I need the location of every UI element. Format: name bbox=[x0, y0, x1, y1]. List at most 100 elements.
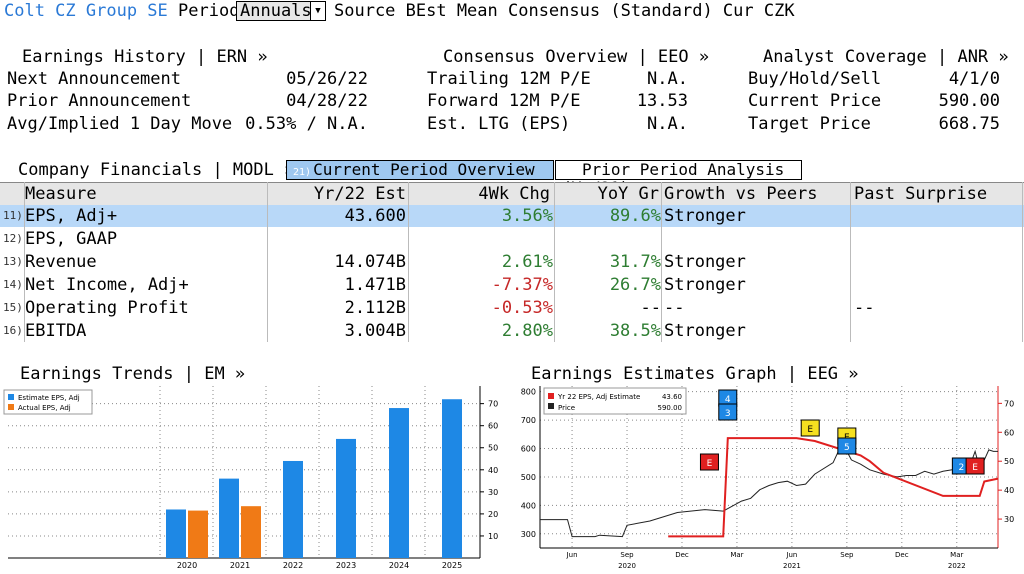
left-tick-label: 300 bbox=[521, 530, 536, 539]
event-marker[interactable]: E bbox=[800, 419, 820, 437]
table-row[interactable]: 14) Net Income, Adj+ 1.471B -7.37% 26.7% Stro… bbox=[0, 274, 1024, 296]
source-text: Source BEst Mean Consensus (Standard) Cu… bbox=[334, 1, 795, 21]
event-marker[interactable]: E bbox=[699, 453, 719, 471]
legend-label: Estimate EPS, Adj bbox=[18, 394, 80, 402]
marker-label: 2 bbox=[958, 463, 964, 473]
bar-estimate bbox=[166, 509, 186, 558]
x-tick-label: 2021 bbox=[230, 561, 250, 570]
estimate-cell: 2.112B bbox=[344, 298, 406, 318]
marker-box bbox=[718, 403, 738, 421]
tab-prior-period[interactable]: Prior Period Analysis (Yr/21) bbox=[555, 160, 802, 197]
eh-label-2: Avg/Implied 1 Day Move bbox=[7, 114, 233, 134]
legend-swatch-eps bbox=[548, 393, 554, 399]
earnings-estimates-chart[interactable]: 300 400 500 600 700 800 30 40 50 60 70 Jun Sep Dec Mar… bbox=[510, 384, 1024, 574]
x-year-label: 2020 bbox=[618, 562, 636, 570]
surprise-cell: -- bbox=[854, 298, 875, 318]
table-row[interactable]: 11) EPS, Adj+ 43.600 3.56% 89.6% Stronger bbox=[0, 205, 1024, 227]
ac-value-0: 4/1/0 bbox=[948, 69, 1000, 89]
earnings-trends-chart[interactable]: 10 20 30 40 50 60 70 2020 2021 2022 2023 2024 2025 Es… bbox=[0, 384, 510, 574]
col-past-surprise[interactable]: Past Surprise bbox=[854, 184, 988, 204]
legend-value: 590.00 bbox=[658, 404, 683, 412]
bar-estimate bbox=[219, 478, 239, 558]
table-row[interactable]: 16) EBITDA 3.004B 2.80% 38.5% Stronger bbox=[0, 320, 1024, 342]
yoy-cell: 26.7% bbox=[609, 275, 661, 295]
chart-legend: Yr 22 EPS, Adj Estimate 43.60 Price 590.00 bbox=[543, 387, 687, 415]
row-number: 14) bbox=[3, 278, 23, 291]
peers-cell: Stronger bbox=[664, 206, 746, 226]
right-tick-label: 50 bbox=[1004, 457, 1014, 466]
table-row[interactable]: 13) Revenue 14.074B 2.61% 31.7% Stronger bbox=[0, 251, 1024, 273]
bar-actual bbox=[188, 510, 208, 558]
estimate-cell: 1.471B bbox=[344, 275, 406, 295]
tab-current-period[interactable]: 21)Current Period Overview (Yr/22) bbox=[286, 160, 554, 200]
bar-estimate bbox=[336, 438, 356, 558]
marker-label: 4 bbox=[725, 395, 731, 405]
left-tick-label: 500 bbox=[521, 473, 536, 482]
peers-cell: -- bbox=[664, 298, 685, 318]
measure-cell: Operating Profit bbox=[25, 298, 189, 318]
plot-background bbox=[510, 384, 1024, 574]
legend-box bbox=[3, 389, 93, 415]
eh-value-1: 04/28/22 bbox=[286, 91, 368, 111]
table-header-row: Measure Yr/22 Est 4Wk Chg YoY Gr Growth … bbox=[0, 182, 1024, 206]
earnings-trends-title[interactable]: Earnings Trends | EM » bbox=[20, 364, 246, 384]
x-tick-label: Sep bbox=[620, 551, 634, 559]
event-marker[interactable]: 5 bbox=[837, 437, 857, 455]
y-tick-label: 70 bbox=[488, 400, 498, 409]
company-name[interactable]: Colt CZ Group SE bbox=[4, 1, 168, 21]
co-value-2: N.A. bbox=[647, 114, 688, 134]
measure-cell: EPS, GAAP bbox=[25, 229, 118, 249]
eh-value-0: 05/26/22 bbox=[286, 69, 368, 89]
co-value-1: 13.53 bbox=[636, 91, 688, 111]
col-4wk-chg[interactable]: 4Wk Chg bbox=[478, 184, 550, 204]
yoy-cell: 31.7% bbox=[609, 252, 661, 272]
legend-label: Price bbox=[558, 404, 575, 412]
ac-label-0: Buy/Hold/Sell bbox=[748, 69, 882, 89]
bar-actual bbox=[241, 506, 261, 558]
x-tick-label: 2025 bbox=[442, 561, 462, 570]
change-cell bbox=[409, 228, 553, 250]
ac-value-2: 668.75 bbox=[938, 114, 1000, 134]
x-tick-label: Dec bbox=[675, 551, 689, 559]
table-row[interactable]: 12) EPS, GAAP bbox=[0, 228, 1024, 250]
col-growth-vs-peers[interactable]: Growth vs Peers bbox=[664, 184, 818, 204]
row-number: 16) bbox=[3, 324, 23, 337]
marker-label: 3 bbox=[725, 409, 731, 419]
earnings-graph-title[interactable]: Earnings Estimates Graph | EEG » bbox=[531, 364, 859, 384]
col-yoy-gr[interactable]: YoY Gr bbox=[597, 184, 659, 204]
x-tick-label: Mar bbox=[730, 551, 743, 559]
periodicity-value: Annuals bbox=[240, 1, 312, 21]
col-yr22-est[interactable]: Yr/22 Est bbox=[313, 184, 406, 204]
bar-estimate bbox=[442, 399, 462, 558]
ac-label-1: Current Price bbox=[748, 91, 882, 111]
event-marker[interactable]: 3 bbox=[718, 403, 738, 421]
measure-cell: EPS, Adj+ bbox=[25, 206, 118, 226]
co-label-0: Trailing 12M P/E bbox=[427, 69, 591, 89]
yoy-cell: 89.6% bbox=[609, 206, 661, 226]
table-row[interactable]: 15) Operating Profit 2.112B -0.53% -- -- -- bbox=[0, 297, 1024, 319]
company-financials-title[interactable]: Company Financials | MODL » bbox=[18, 160, 295, 180]
change-cell: -7.37% bbox=[491, 275, 553, 295]
col-measure[interactable]: Measure bbox=[25, 184, 97, 204]
x-tick-label: 2022 bbox=[283, 561, 303, 570]
eh-value-2: 0.53% / N.A. bbox=[245, 114, 368, 134]
earnings-history-title[interactable]: Earnings History | ERN » bbox=[22, 47, 268, 67]
left-tick-label: 600 bbox=[521, 445, 536, 454]
x-tick-label: 2020 bbox=[177, 561, 197, 570]
marker-label: E bbox=[807, 425, 813, 435]
marker-box bbox=[699, 453, 719, 471]
marker-box bbox=[837, 437, 857, 455]
chevron-down-icon[interactable]: ▼ bbox=[310, 2, 325, 20]
y-tick-label: 60 bbox=[488, 422, 498, 431]
x-tick-label: Mar bbox=[950, 551, 963, 559]
periodicity-dropdown[interactable]: Annuals ▼ bbox=[236, 1, 326, 21]
marker-label: 5 bbox=[844, 443, 850, 453]
analyst-coverage-title[interactable]: Analyst Coverage | ANR » bbox=[763, 47, 1009, 67]
eps-estimate-line bbox=[668, 437, 999, 538]
y-tick-label: 50 bbox=[488, 444, 498, 453]
consensus-overview-title[interactable]: Consensus Overview | EEO » bbox=[443, 47, 710, 67]
event-marker[interactable]: E bbox=[965, 457, 985, 475]
eh-label-0: Next Announcement bbox=[7, 69, 181, 89]
legend-label: Actual EPS, Adj bbox=[18, 404, 71, 412]
co-value-0: N.A. bbox=[647, 69, 688, 89]
